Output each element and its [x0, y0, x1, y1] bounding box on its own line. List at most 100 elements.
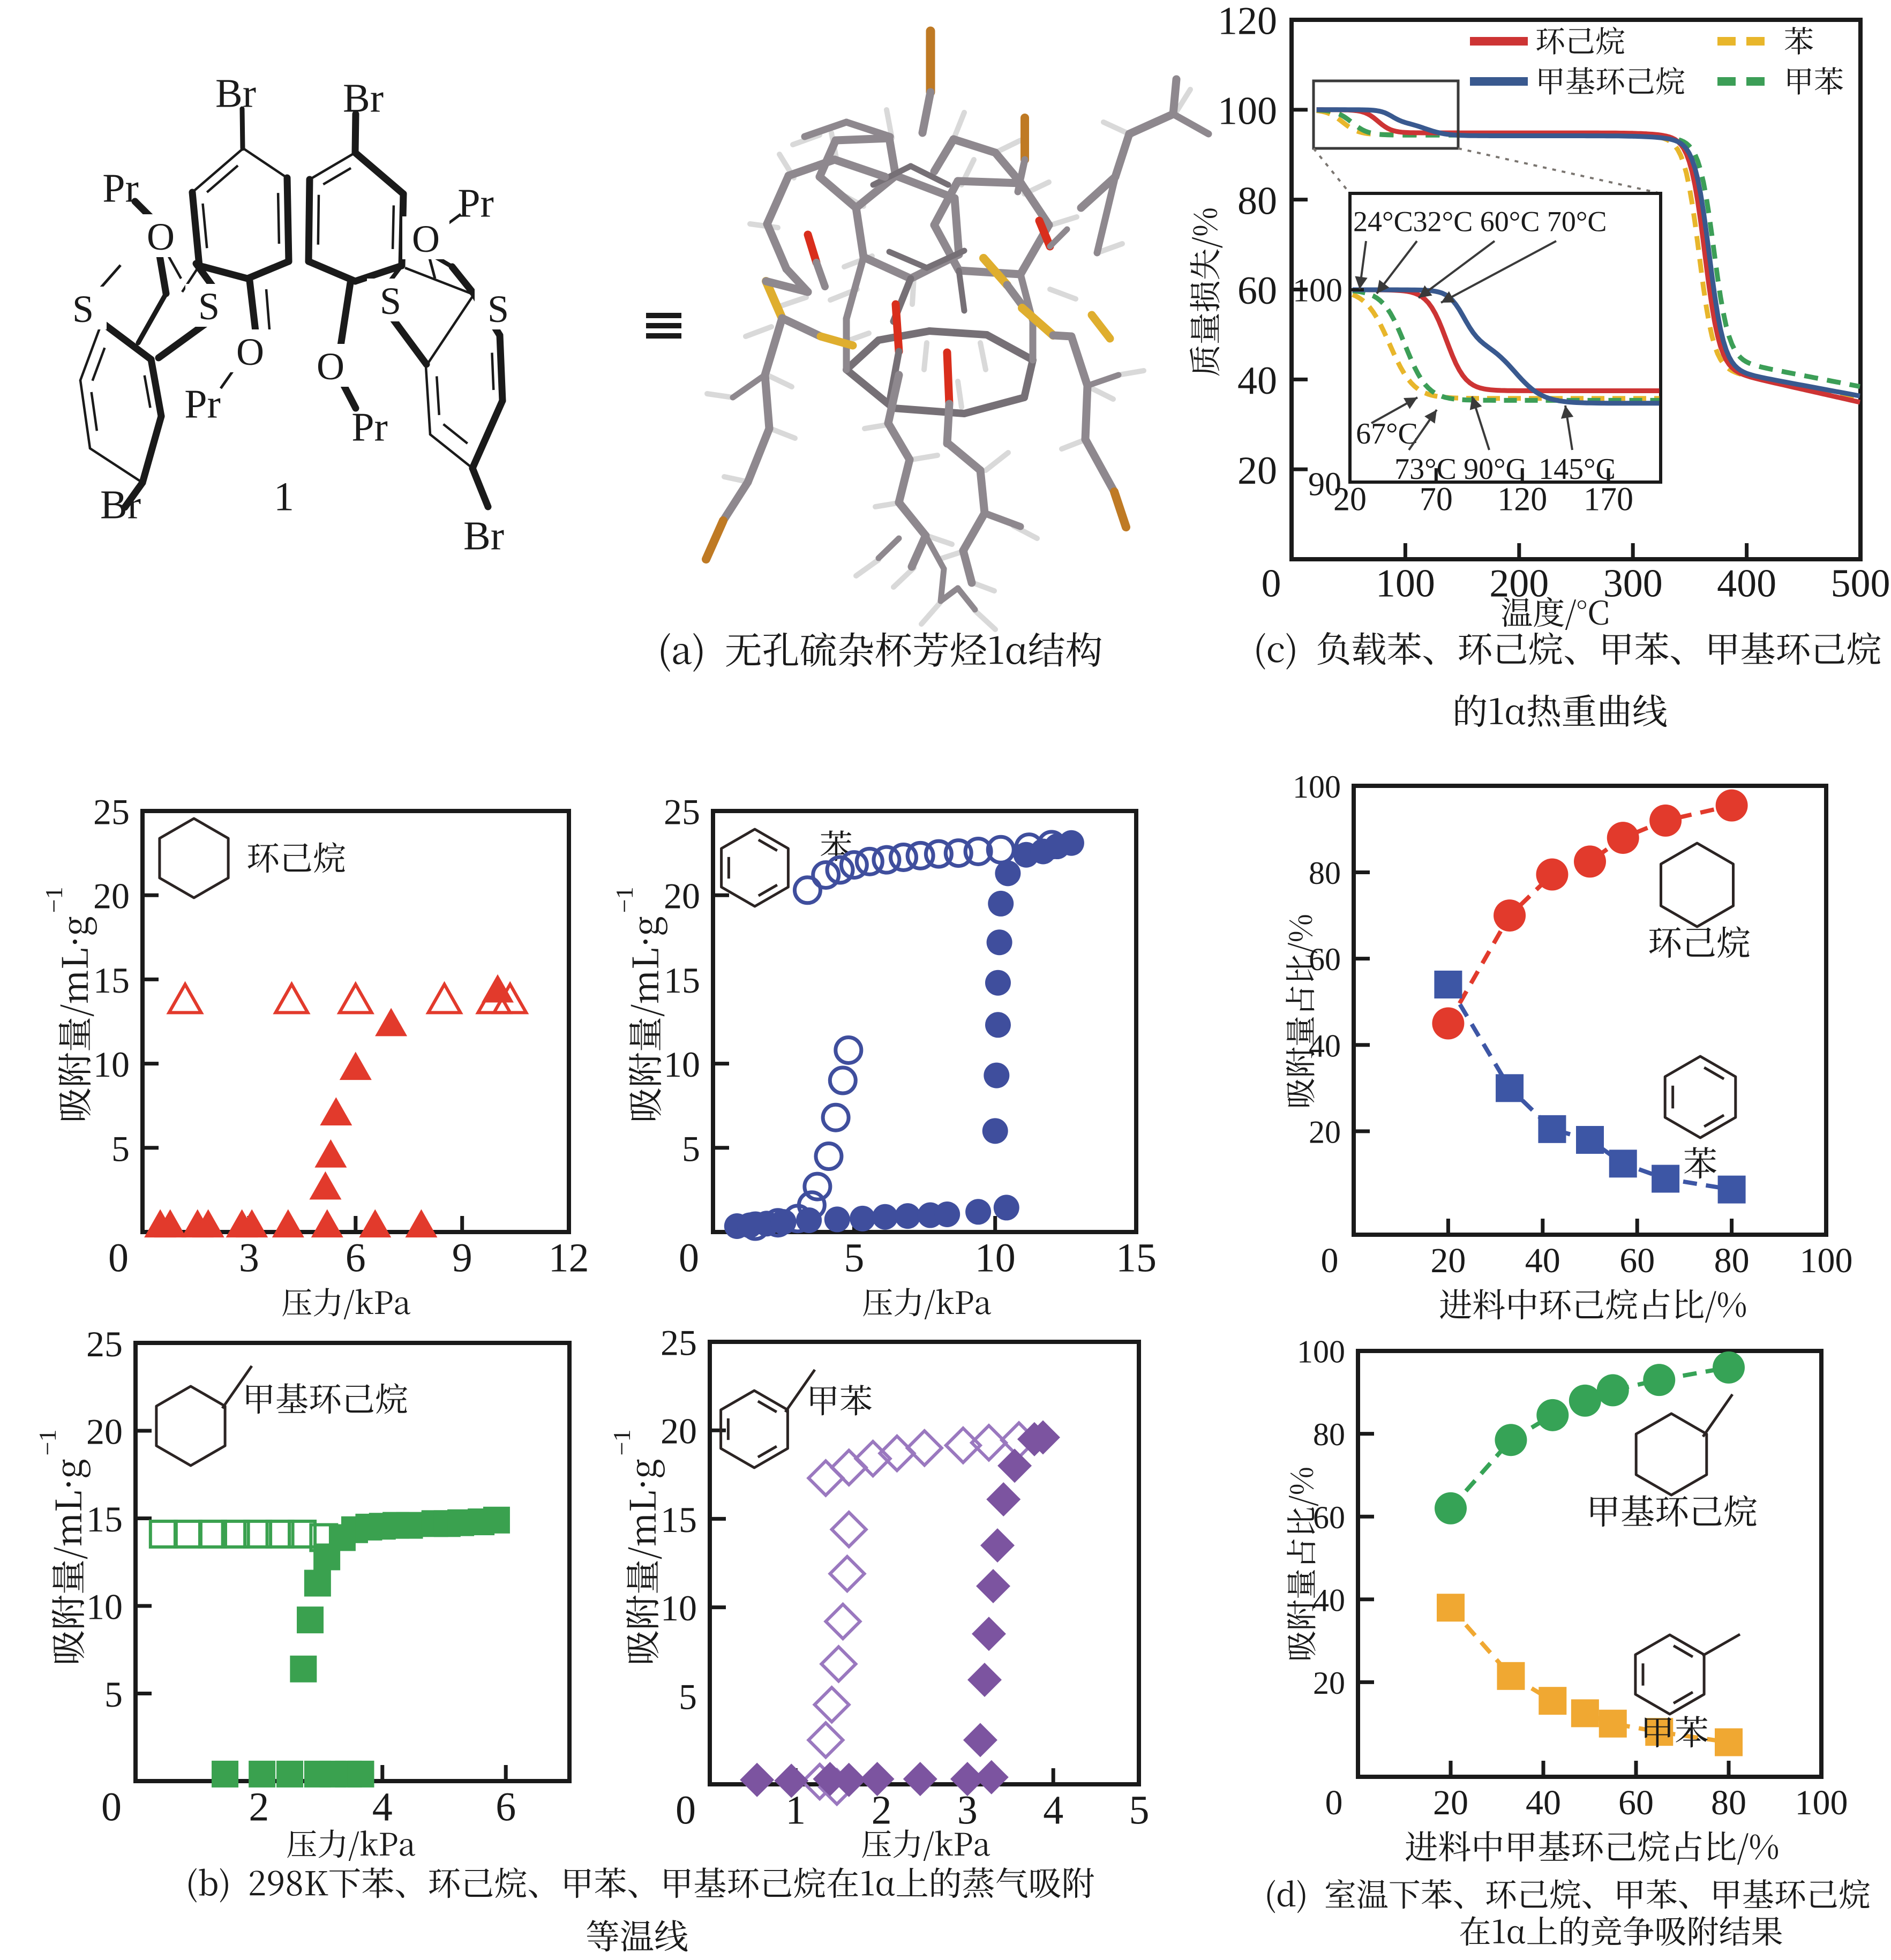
svg-text:73°C: 73°C: [1394, 453, 1457, 486]
svg-text:0: 0: [1262, 562, 1281, 606]
svg-text:5: 5: [104, 1674, 123, 1715]
svg-text:20: 20: [664, 876, 700, 917]
svg-text:Pr: Pr: [102, 166, 139, 211]
svg-text:60: 60: [1313, 1500, 1345, 1535]
svg-text:Br: Br: [343, 76, 384, 121]
svg-text:20: 20: [1309, 1114, 1341, 1150]
svg-text:0: 0: [1325, 1783, 1343, 1822]
svg-text:20: 20: [1433, 1783, 1468, 1822]
svg-text:0: 0: [1321, 1241, 1339, 1280]
svg-text:2: 2: [249, 1784, 269, 1829]
svg-text:60: 60: [1618, 1783, 1654, 1822]
svg-text:20: 20: [93, 876, 130, 917]
svg-text:15: 15: [93, 960, 130, 1001]
svg-text:80: 80: [1309, 855, 1341, 891]
svg-text:10: 10: [661, 1588, 697, 1628]
svg-text:20: 20: [1333, 481, 1367, 517]
svg-text:60: 60: [1619, 1241, 1655, 1280]
svg-text:O: O: [147, 215, 175, 258]
svg-text:40: 40: [1526, 1783, 1561, 1822]
svg-text:15: 15: [664, 960, 700, 1001]
svg-text:145°C: 145°C: [1539, 453, 1616, 486]
svg-text:25: 25: [86, 1324, 123, 1364]
svg-text:O: O: [236, 331, 264, 373]
svg-text:6: 6: [346, 1235, 366, 1280]
svg-text:120: 120: [1497, 481, 1547, 517]
svg-text:Br: Br: [463, 513, 504, 558]
svg-text:9: 9: [452, 1235, 472, 1280]
svg-text:67°C: 67°C: [1356, 417, 1418, 450]
svg-text:S: S: [198, 285, 220, 328]
svg-text:O: O: [412, 217, 440, 260]
svg-text:170: 170: [1584, 481, 1633, 517]
svg-text:S: S: [487, 288, 509, 331]
svg-text:120: 120: [1218, 0, 1277, 43]
svg-text:Pr: Pr: [184, 381, 221, 426]
svg-text:5: 5: [682, 1128, 700, 1169]
svg-text:70: 70: [1420, 481, 1453, 517]
svg-text:500: 500: [1831, 562, 1890, 606]
svg-text:3: 3: [239, 1235, 259, 1280]
svg-text:40: 40: [1525, 1241, 1560, 1280]
svg-text:90: 90: [1308, 466, 1341, 502]
svg-text:40: 40: [1237, 359, 1277, 403]
svg-text:−1: −1: [34, 1429, 61, 1455]
svg-text:4: 4: [1043, 1788, 1063, 1833]
svg-text:90°C: 90°C: [1464, 453, 1526, 486]
svg-text:400: 400: [1717, 562, 1776, 606]
svg-text:40: 40: [1309, 1028, 1341, 1063]
svg-text:80: 80: [1714, 1241, 1750, 1280]
svg-text:20: 20: [1313, 1665, 1345, 1701]
svg-text:80: 80: [1237, 179, 1277, 223]
svg-text:20: 20: [86, 1411, 123, 1452]
svg-text:80: 80: [1313, 1417, 1345, 1452]
svg-text:100: 100: [1800, 1241, 1853, 1280]
svg-text:100: 100: [1297, 1334, 1345, 1370]
svg-text:100: 100: [1376, 562, 1435, 606]
svg-text:80: 80: [1711, 1783, 1746, 1822]
svg-text:5: 5: [111, 1128, 130, 1169]
svg-text:5: 5: [844, 1235, 864, 1280]
svg-text:24°C32°C 60°C 70°C: 24°C32°C 60°C 70°C: [1353, 205, 1607, 237]
svg-text:S: S: [72, 288, 94, 331]
svg-text:S: S: [380, 280, 401, 322]
svg-text:10: 10: [975, 1235, 1016, 1280]
svg-text:60: 60: [1237, 269, 1277, 313]
svg-text:200: 200: [1489, 562, 1549, 606]
svg-text:300: 300: [1603, 562, 1663, 606]
svg-text:15: 15: [661, 1499, 697, 1540]
svg-text:Br: Br: [100, 482, 141, 527]
svg-text:100: 100: [1293, 272, 1342, 309]
svg-text:Br: Br: [215, 71, 256, 116]
svg-text:15: 15: [1116, 1235, 1157, 1280]
svg-text:20: 20: [1430, 1241, 1466, 1280]
svg-text:10: 10: [93, 1044, 130, 1085]
svg-text:0: 0: [676, 1788, 696, 1833]
svg-text:0: 0: [101, 1784, 122, 1829]
svg-text:60: 60: [1309, 942, 1341, 977]
svg-text:4: 4: [372, 1784, 393, 1829]
svg-text:10: 10: [664, 1044, 700, 1085]
svg-text:0: 0: [679, 1235, 699, 1280]
svg-text:25: 25: [664, 791, 700, 832]
svg-text:25: 25: [93, 791, 130, 832]
svg-text:O: O: [317, 345, 344, 388]
svg-text:5: 5: [679, 1676, 697, 1717]
svg-text:Pr: Pr: [457, 181, 494, 226]
svg-text:6: 6: [496, 1784, 516, 1829]
svg-text:−1: −1: [40, 887, 67, 913]
svg-text:100: 100: [1218, 89, 1277, 133]
svg-text:20: 20: [1237, 449, 1277, 493]
svg-text:1: 1: [274, 474, 294, 519]
svg-text:2: 2: [872, 1788, 892, 1833]
svg-text:10: 10: [86, 1586, 123, 1627]
svg-text:5: 5: [1129, 1788, 1150, 1833]
svg-text:−1: −1: [611, 887, 638, 913]
svg-text:100: 100: [1293, 769, 1341, 805]
svg-text:20: 20: [661, 1411, 697, 1452]
svg-text:0: 0: [108, 1235, 129, 1280]
svg-text:15: 15: [86, 1499, 123, 1540]
svg-text:100: 100: [1795, 1783, 1848, 1822]
svg-text:Pr: Pr: [351, 404, 388, 449]
svg-text:40: 40: [1313, 1582, 1345, 1618]
